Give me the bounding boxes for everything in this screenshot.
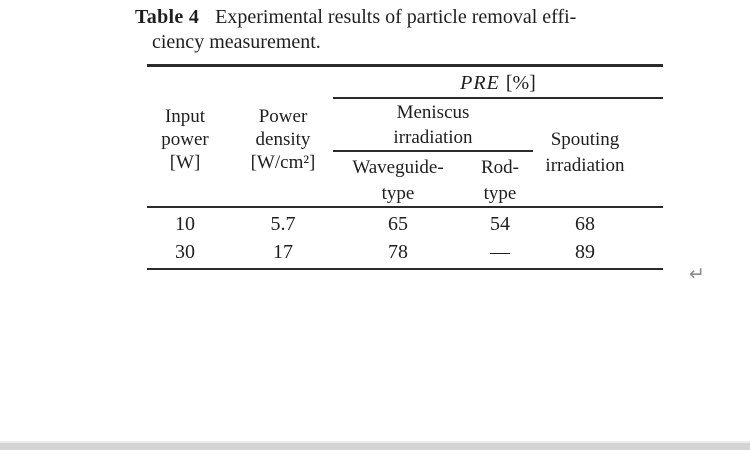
pre-group-rule [333, 97, 663, 99]
table-caption-text-line2: ciency measurement. [152, 31, 321, 53]
header-waveguide-type: Waveguide- type [328, 155, 468, 207]
table-bottom-rule [147, 268, 663, 270]
header-meniscus-group: Meniscus irradiation [333, 100, 533, 150]
header-line: irradiation [393, 127, 473, 148]
table-cell: 78 [388, 241, 408, 263]
table-cell: — [490, 241, 510, 263]
line-break-mark-icon: ↵ [689, 263, 705, 285]
header-pre-name: PRE [460, 72, 500, 94]
header-line: Power [258, 106, 308, 127]
table-top-rule [147, 64, 663, 67]
window-bottom-edge [0, 441, 750, 450]
table-cell: 5.7 [270, 213, 296, 235]
table-caption-number: Table 4 [135, 6, 200, 28]
table-cell: 54 [490, 213, 510, 235]
header-line: type [381, 183, 415, 204]
table-cell: 10 [175, 213, 195, 235]
header-rod-type: Rod- type [465, 155, 535, 207]
table-cell: 68 [575, 213, 595, 235]
header-line: Rod- [481, 157, 519, 178]
meniscus-group-rule [333, 150, 533, 152]
table-caption: Table 4 Experimental results of particle … [135, 5, 675, 55]
table-cell: 89 [575, 241, 595, 263]
header-line: power [161, 129, 209, 150]
header-line: density [255, 129, 311, 150]
header-line: Waveguide- [352, 157, 444, 178]
header-power-density: Power density [W/cm²] [233, 105, 333, 174]
header-spouting-irradiation: Spouting irradiation [525, 127, 645, 179]
table-cell: 30 [175, 241, 195, 263]
table-cell: 17 [273, 241, 293, 263]
header-line: irradiation [545, 155, 625, 176]
header-line: Spouting [550, 129, 620, 150]
table-caption-text-line1: Experimental results of particle removal… [215, 6, 577, 28]
header-pre-group: PRE [%] [333, 71, 663, 95]
header-line: [W/cm²] [250, 152, 316, 173]
header-pre-unit: [%] [505, 72, 536, 94]
table-cell: 65 [388, 213, 408, 235]
header-line: Meniscus [396, 102, 470, 123]
header-input-power: Input power [W] [145, 105, 225, 174]
header-line: [W] [169, 152, 201, 173]
table-header-rule [147, 206, 663, 208]
header-line: Input [164, 106, 206, 127]
header-line: type [483, 183, 517, 204]
